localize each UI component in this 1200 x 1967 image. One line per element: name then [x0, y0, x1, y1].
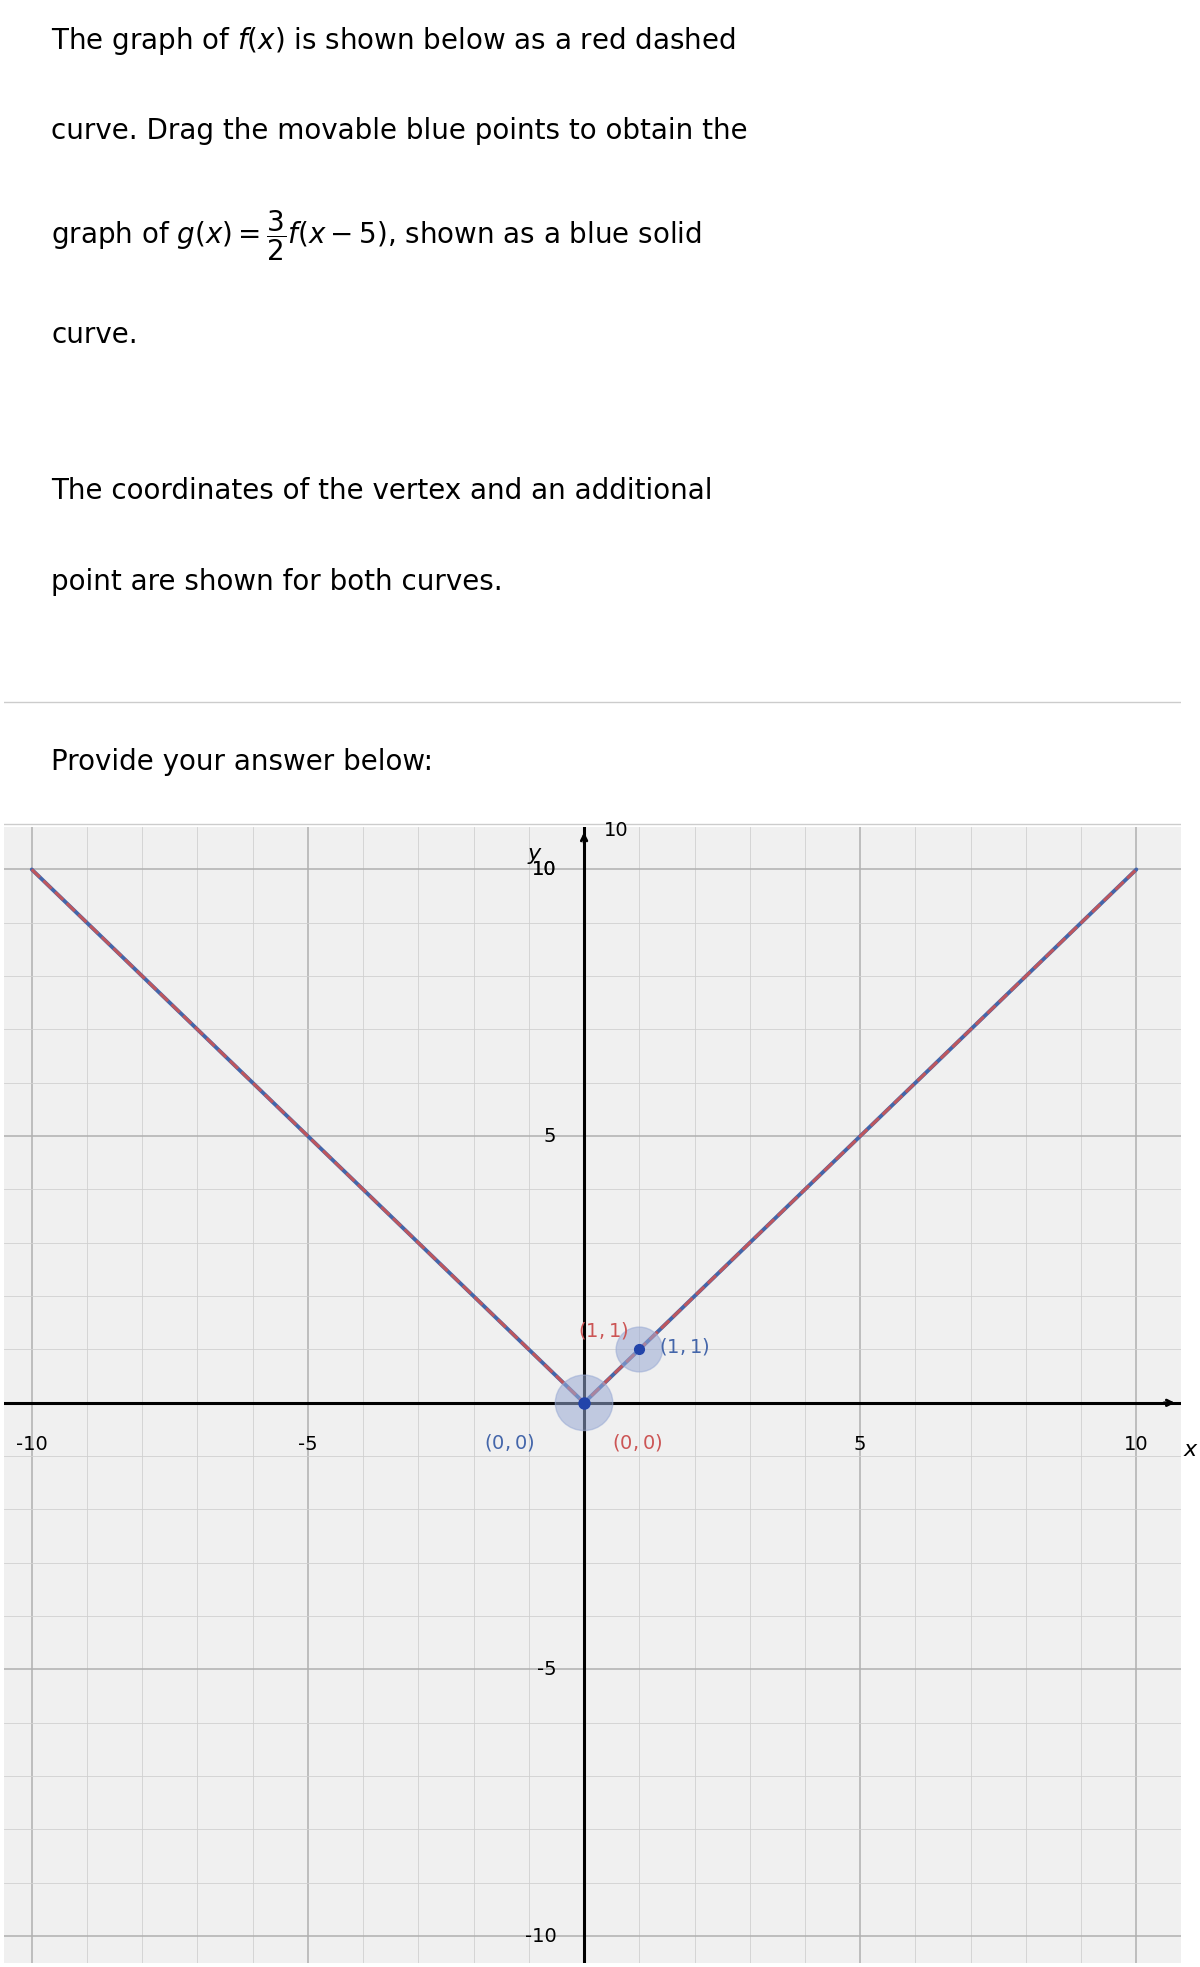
Text: 10: 10 — [1124, 1434, 1148, 1454]
Text: -10: -10 — [524, 1926, 557, 1945]
Text: $(1, 1)$: $(1, 1)$ — [578, 1320, 629, 1341]
Text: $(0, 0)$: $(0, 0)$ — [612, 1432, 662, 1454]
Text: curve. Drag the movable blue points to obtain the: curve. Drag the movable blue points to o… — [52, 116, 748, 146]
Circle shape — [556, 1375, 613, 1430]
Text: The coordinates of the vertex and an additional: The coordinates of the vertex and an add… — [52, 476, 713, 506]
Text: 10: 10 — [532, 860, 557, 879]
Text: 5: 5 — [854, 1434, 866, 1454]
Circle shape — [616, 1328, 662, 1371]
Text: -5: -5 — [298, 1434, 318, 1454]
Text: x: x — [1183, 1440, 1196, 1460]
Text: -5: -5 — [536, 1660, 557, 1680]
Text: Provide your answer below:: Provide your answer below: — [52, 747, 433, 777]
Text: $(1, 1)$: $(1, 1)$ — [659, 1336, 709, 1357]
Text: curve.: curve. — [52, 321, 138, 350]
Text: point are shown for both curves.: point are shown for both curves. — [52, 568, 503, 596]
Text: $(0, 0)$: $(0, 0)$ — [484, 1432, 534, 1454]
Text: 10: 10 — [532, 860, 557, 879]
Text: The graph of $f(x)$ is shown below as a red dashed: The graph of $f(x)$ is shown below as a … — [52, 26, 736, 57]
Text: 10: 10 — [604, 820, 628, 840]
Text: graph of $g(x) = \dfrac{3}{2}f(x - 5)$, shown as a blue solid: graph of $g(x) = \dfrac{3}{2}f(x - 5)$, … — [52, 209, 702, 264]
Text: 5: 5 — [544, 1127, 557, 1145]
Text: y: y — [528, 844, 541, 864]
Text: -10: -10 — [16, 1434, 48, 1454]
